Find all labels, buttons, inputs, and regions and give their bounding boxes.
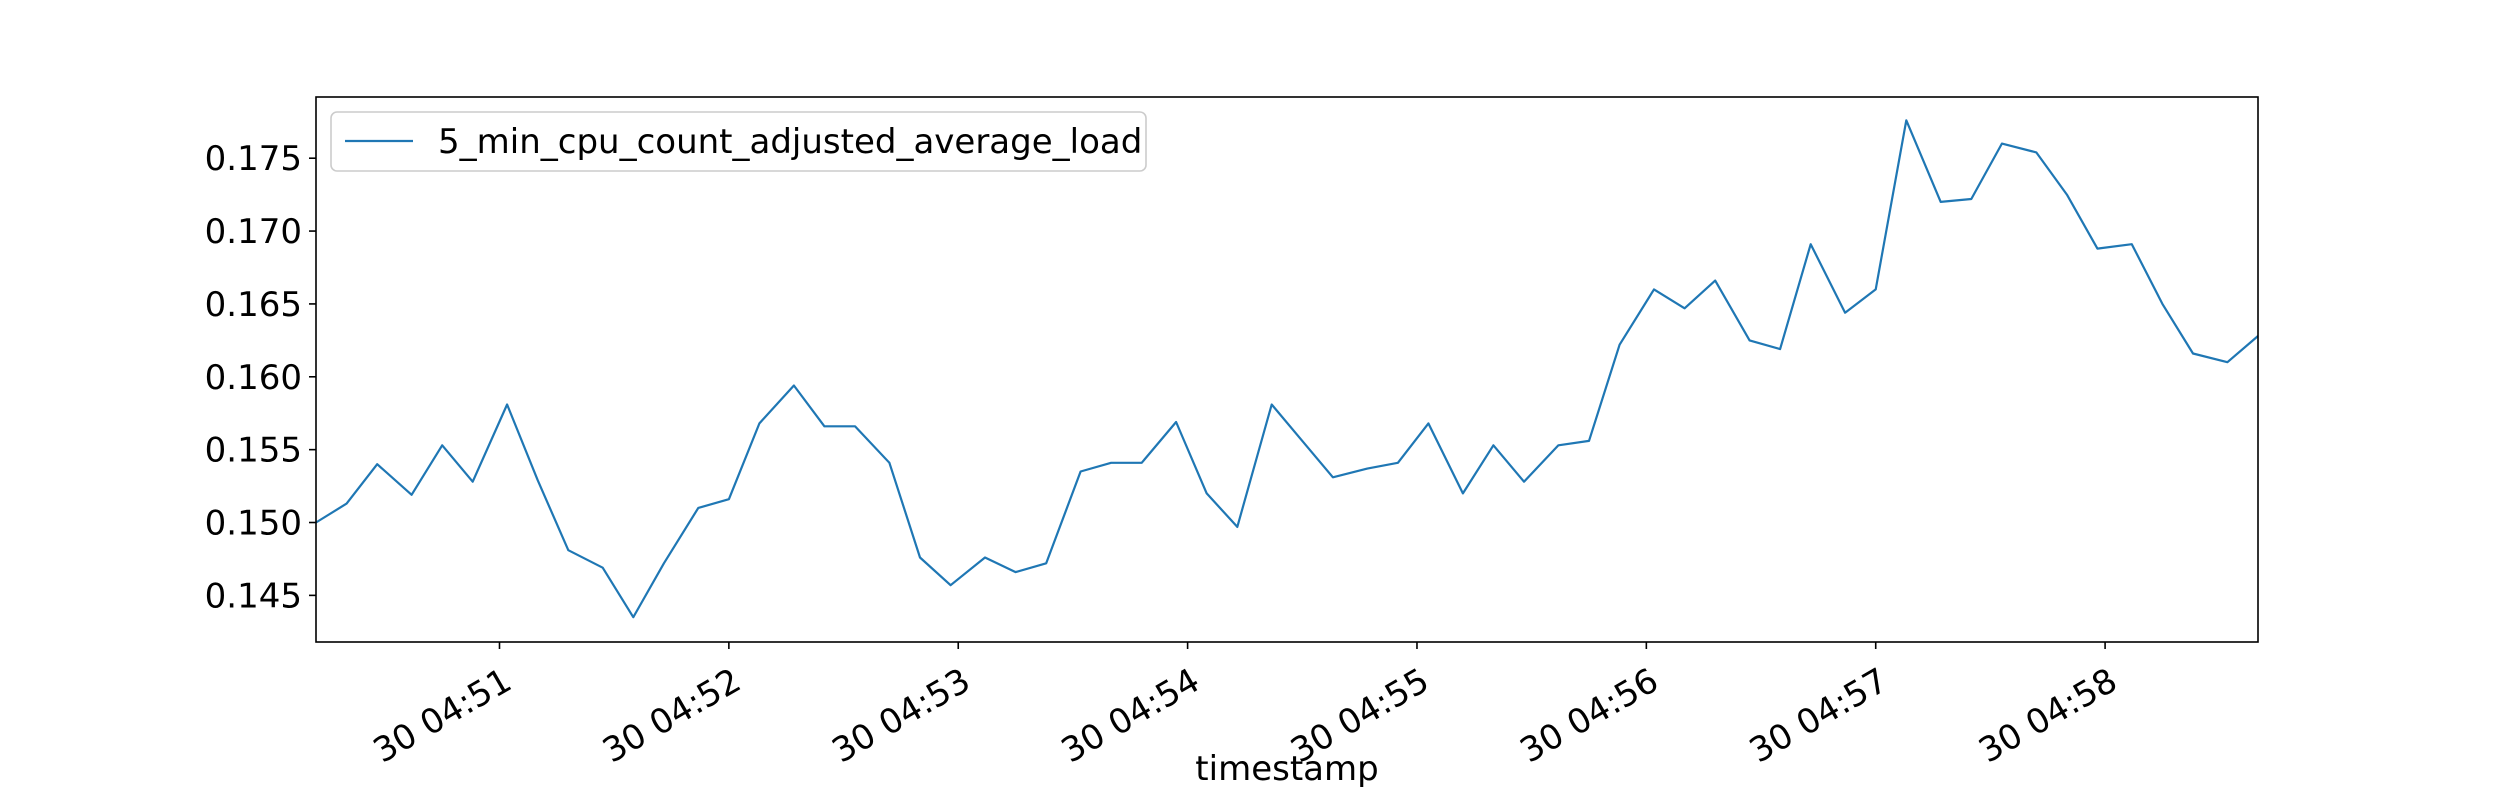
x-axis-label: timestamp	[1195, 749, 1378, 789]
y-tick-label: 0.170	[205, 212, 302, 252]
plot-area	[316, 97, 2258, 642]
legend: 5_min_cpu_count_adjusted_average_load	[331, 112, 1146, 171]
legend-label: 5_min_cpu_count_adjusted_average_load	[438, 122, 1142, 162]
plot-background	[316, 97, 2258, 642]
y-tick-label: 0.150	[205, 504, 302, 544]
y-tick-label: 0.160	[205, 358, 302, 398]
y-tick-label: 0.145	[205, 576, 302, 616]
y-tick-label: 0.175	[205, 139, 302, 179]
y-tick-label: 0.155	[205, 431, 302, 471]
y-tick-label: 0.165	[205, 285, 302, 325]
